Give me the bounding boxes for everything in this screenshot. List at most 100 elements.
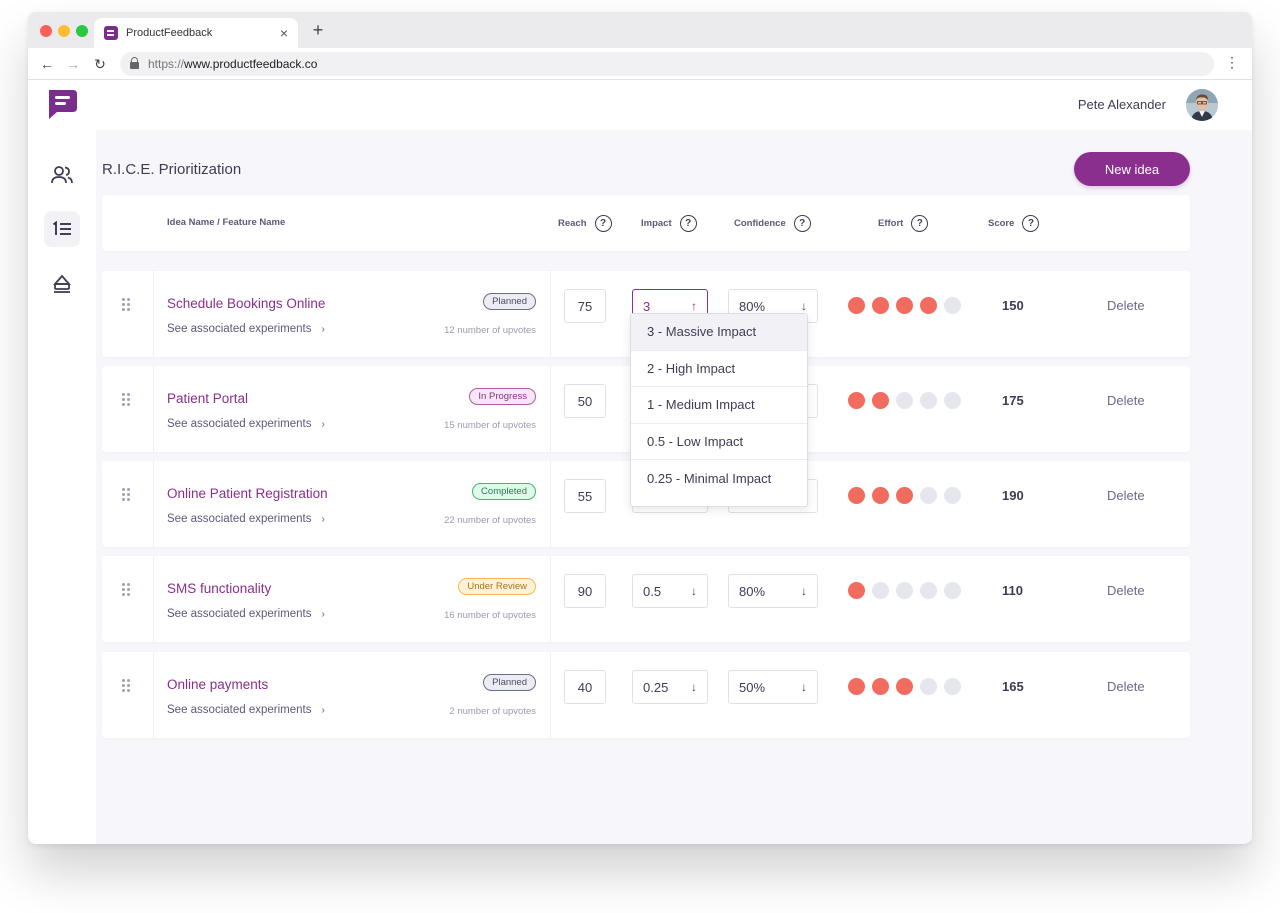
idea-name[interactable]: Patient Portal xyxy=(167,391,249,406)
prioritization-list-icon[interactable] xyxy=(44,211,80,247)
url-text: https://www.productfeedback.co xyxy=(148,57,318,71)
avatar[interactable] xyxy=(1186,89,1218,121)
maximize-window-button[interactable] xyxy=(76,25,88,37)
effort-dot[interactable] xyxy=(920,392,937,409)
effort-dot[interactable] xyxy=(920,297,937,314)
effort-help-icon[interactable]: ? xyxy=(911,215,929,232)
tab-close-icon[interactable]: × xyxy=(279,25,288,41)
see-experiments-link[interactable]: See associated experiments › xyxy=(167,418,325,430)
column-divider xyxy=(550,556,551,642)
see-experiments-link[interactable]: See associated experiments › xyxy=(167,513,325,525)
tab-title: ProductFeedback xyxy=(126,27,213,39)
column-divider xyxy=(153,461,154,547)
impact-help-icon[interactable]: ? xyxy=(679,215,697,232)
impact-option[interactable]: 0.25 - Minimal Impact xyxy=(647,470,772,486)
effort-dot[interactable] xyxy=(944,297,961,314)
confidence-select[interactable]: 80% ↓ xyxy=(728,574,818,608)
reach-input[interactable]: 50 xyxy=(564,384,606,418)
column-divider xyxy=(153,652,154,738)
column-header-effort: Effort? xyxy=(878,215,929,232)
forward-icon[interactable]: → xyxy=(66,56,80,72)
effort-dot[interactable] xyxy=(896,487,913,504)
effort-dot[interactable] xyxy=(872,678,889,695)
effort-dot[interactable] xyxy=(896,392,913,409)
effort-dot[interactable] xyxy=(920,582,937,599)
impact-option[interactable]: 1 - Medium Impact xyxy=(631,387,807,424)
effort-dot[interactable] xyxy=(944,678,961,695)
reach-input[interactable]: 55 xyxy=(564,479,606,513)
top-header: Pete Alexander xyxy=(96,80,1252,130)
sidebar xyxy=(28,80,96,844)
delete-button[interactable]: Delete xyxy=(1107,488,1145,503)
impact-select[interactable]: 0.25 ↓ xyxy=(632,670,708,704)
effort-dot[interactable] xyxy=(896,582,913,599)
effort-dot[interactable] xyxy=(848,297,865,314)
reach-input[interactable]: 40 xyxy=(564,670,606,704)
impact-option[interactable]: 3 - Massive Impact xyxy=(631,314,807,351)
impact-select[interactable]: 0.5 ↓ xyxy=(632,574,708,608)
effort-dot[interactable] xyxy=(848,392,865,409)
app-logo-icon[interactable] xyxy=(45,88,79,120)
effort-dot[interactable] xyxy=(872,297,889,314)
effort-dot[interactable] xyxy=(944,487,961,504)
effort-dot[interactable] xyxy=(872,392,889,409)
impact-option[interactable]: 2 - High Impact xyxy=(631,351,807,387)
delete-button[interactable]: Delete xyxy=(1107,583,1145,598)
column-header-reach: Reach? xyxy=(558,215,612,232)
column-header-confidence-label: Confidence xyxy=(734,218,786,229)
reach-help-icon[interactable]: ? xyxy=(594,215,612,232)
browser-menu-icon[interactable]: ⋮ xyxy=(1225,54,1239,70)
effort-dot[interactable] xyxy=(896,297,913,314)
effort-rating xyxy=(848,392,968,409)
idea-name[interactable]: Schedule Bookings Online xyxy=(167,296,326,311)
idea-name[interactable]: Online Patient Registration xyxy=(167,486,328,501)
effort-dot[interactable] xyxy=(920,487,937,504)
chevron-right-icon: › xyxy=(321,609,325,620)
drag-handle-icon[interactable] xyxy=(122,298,130,312)
reach-input[interactable]: 90 xyxy=(564,574,606,608)
score-value: 110 xyxy=(1002,583,1023,598)
minimize-window-button[interactable] xyxy=(58,25,70,37)
effort-dot[interactable] xyxy=(944,392,961,409)
effort-dot[interactable] xyxy=(848,487,865,504)
effort-dot[interactable] xyxy=(848,678,865,695)
delete-button[interactable]: Delete xyxy=(1107,393,1145,408)
see-experiments-link[interactable]: See associated experiments › xyxy=(167,608,325,620)
reload-icon[interactable]: ↻ xyxy=(94,56,106,72)
effort-dot[interactable] xyxy=(872,582,889,599)
browser-toolbar: ← → ↻ https://www.productfeedback.co ⋮ xyxy=(28,48,1252,80)
chevron-right-icon: › xyxy=(321,419,325,430)
column-header-idea: Idea Name / Feature Name xyxy=(167,217,286,228)
address-bar[interactable]: https://www.productfeedback.co xyxy=(120,52,1214,76)
back-icon[interactable]: ← xyxy=(40,56,54,72)
score-help-icon[interactable]: ? xyxy=(1022,215,1040,232)
impact-option[interactable]: 0.5 - Low Impact xyxy=(631,424,807,460)
effort-dot[interactable] xyxy=(920,678,937,695)
eraser-icon[interactable] xyxy=(44,265,80,301)
close-window-button[interactable] xyxy=(40,25,52,37)
new-tab-button[interactable]: + xyxy=(312,20,324,40)
effort-dot[interactable] xyxy=(944,582,961,599)
new-idea-button[interactable]: New idea xyxy=(1074,152,1190,186)
idea-name[interactable]: SMS functionality xyxy=(167,581,272,596)
confidence-select[interactable]: 50% ↓ xyxy=(728,670,818,704)
effort-dot[interactable] xyxy=(896,678,913,695)
confidence-help-icon[interactable]: ? xyxy=(793,215,811,232)
arrow-down-icon: ↓ xyxy=(691,584,697,598)
reach-input[interactable]: 75 xyxy=(564,289,606,323)
see-experiments-link[interactable]: See associated experiments › xyxy=(167,704,325,716)
effort-dot[interactable] xyxy=(848,582,865,599)
see-experiments-link[interactable]: See associated experiments › xyxy=(167,323,325,335)
idea-name[interactable]: Online payments xyxy=(167,677,269,692)
drag-handle-icon[interactable] xyxy=(122,393,130,407)
delete-button[interactable]: Delete xyxy=(1107,298,1145,313)
browser-tab[interactable]: ProductFeedback × xyxy=(94,18,298,48)
effort-dot[interactable] xyxy=(872,487,889,504)
lock-icon xyxy=(130,57,139,69)
drag-handle-icon[interactable] xyxy=(122,679,130,693)
drag-handle-icon[interactable] xyxy=(122,583,130,597)
drag-handle-icon[interactable] xyxy=(122,488,130,502)
column-header-score: Score? xyxy=(988,215,1040,232)
delete-button[interactable]: Delete xyxy=(1107,679,1145,694)
users-icon[interactable] xyxy=(44,157,80,193)
